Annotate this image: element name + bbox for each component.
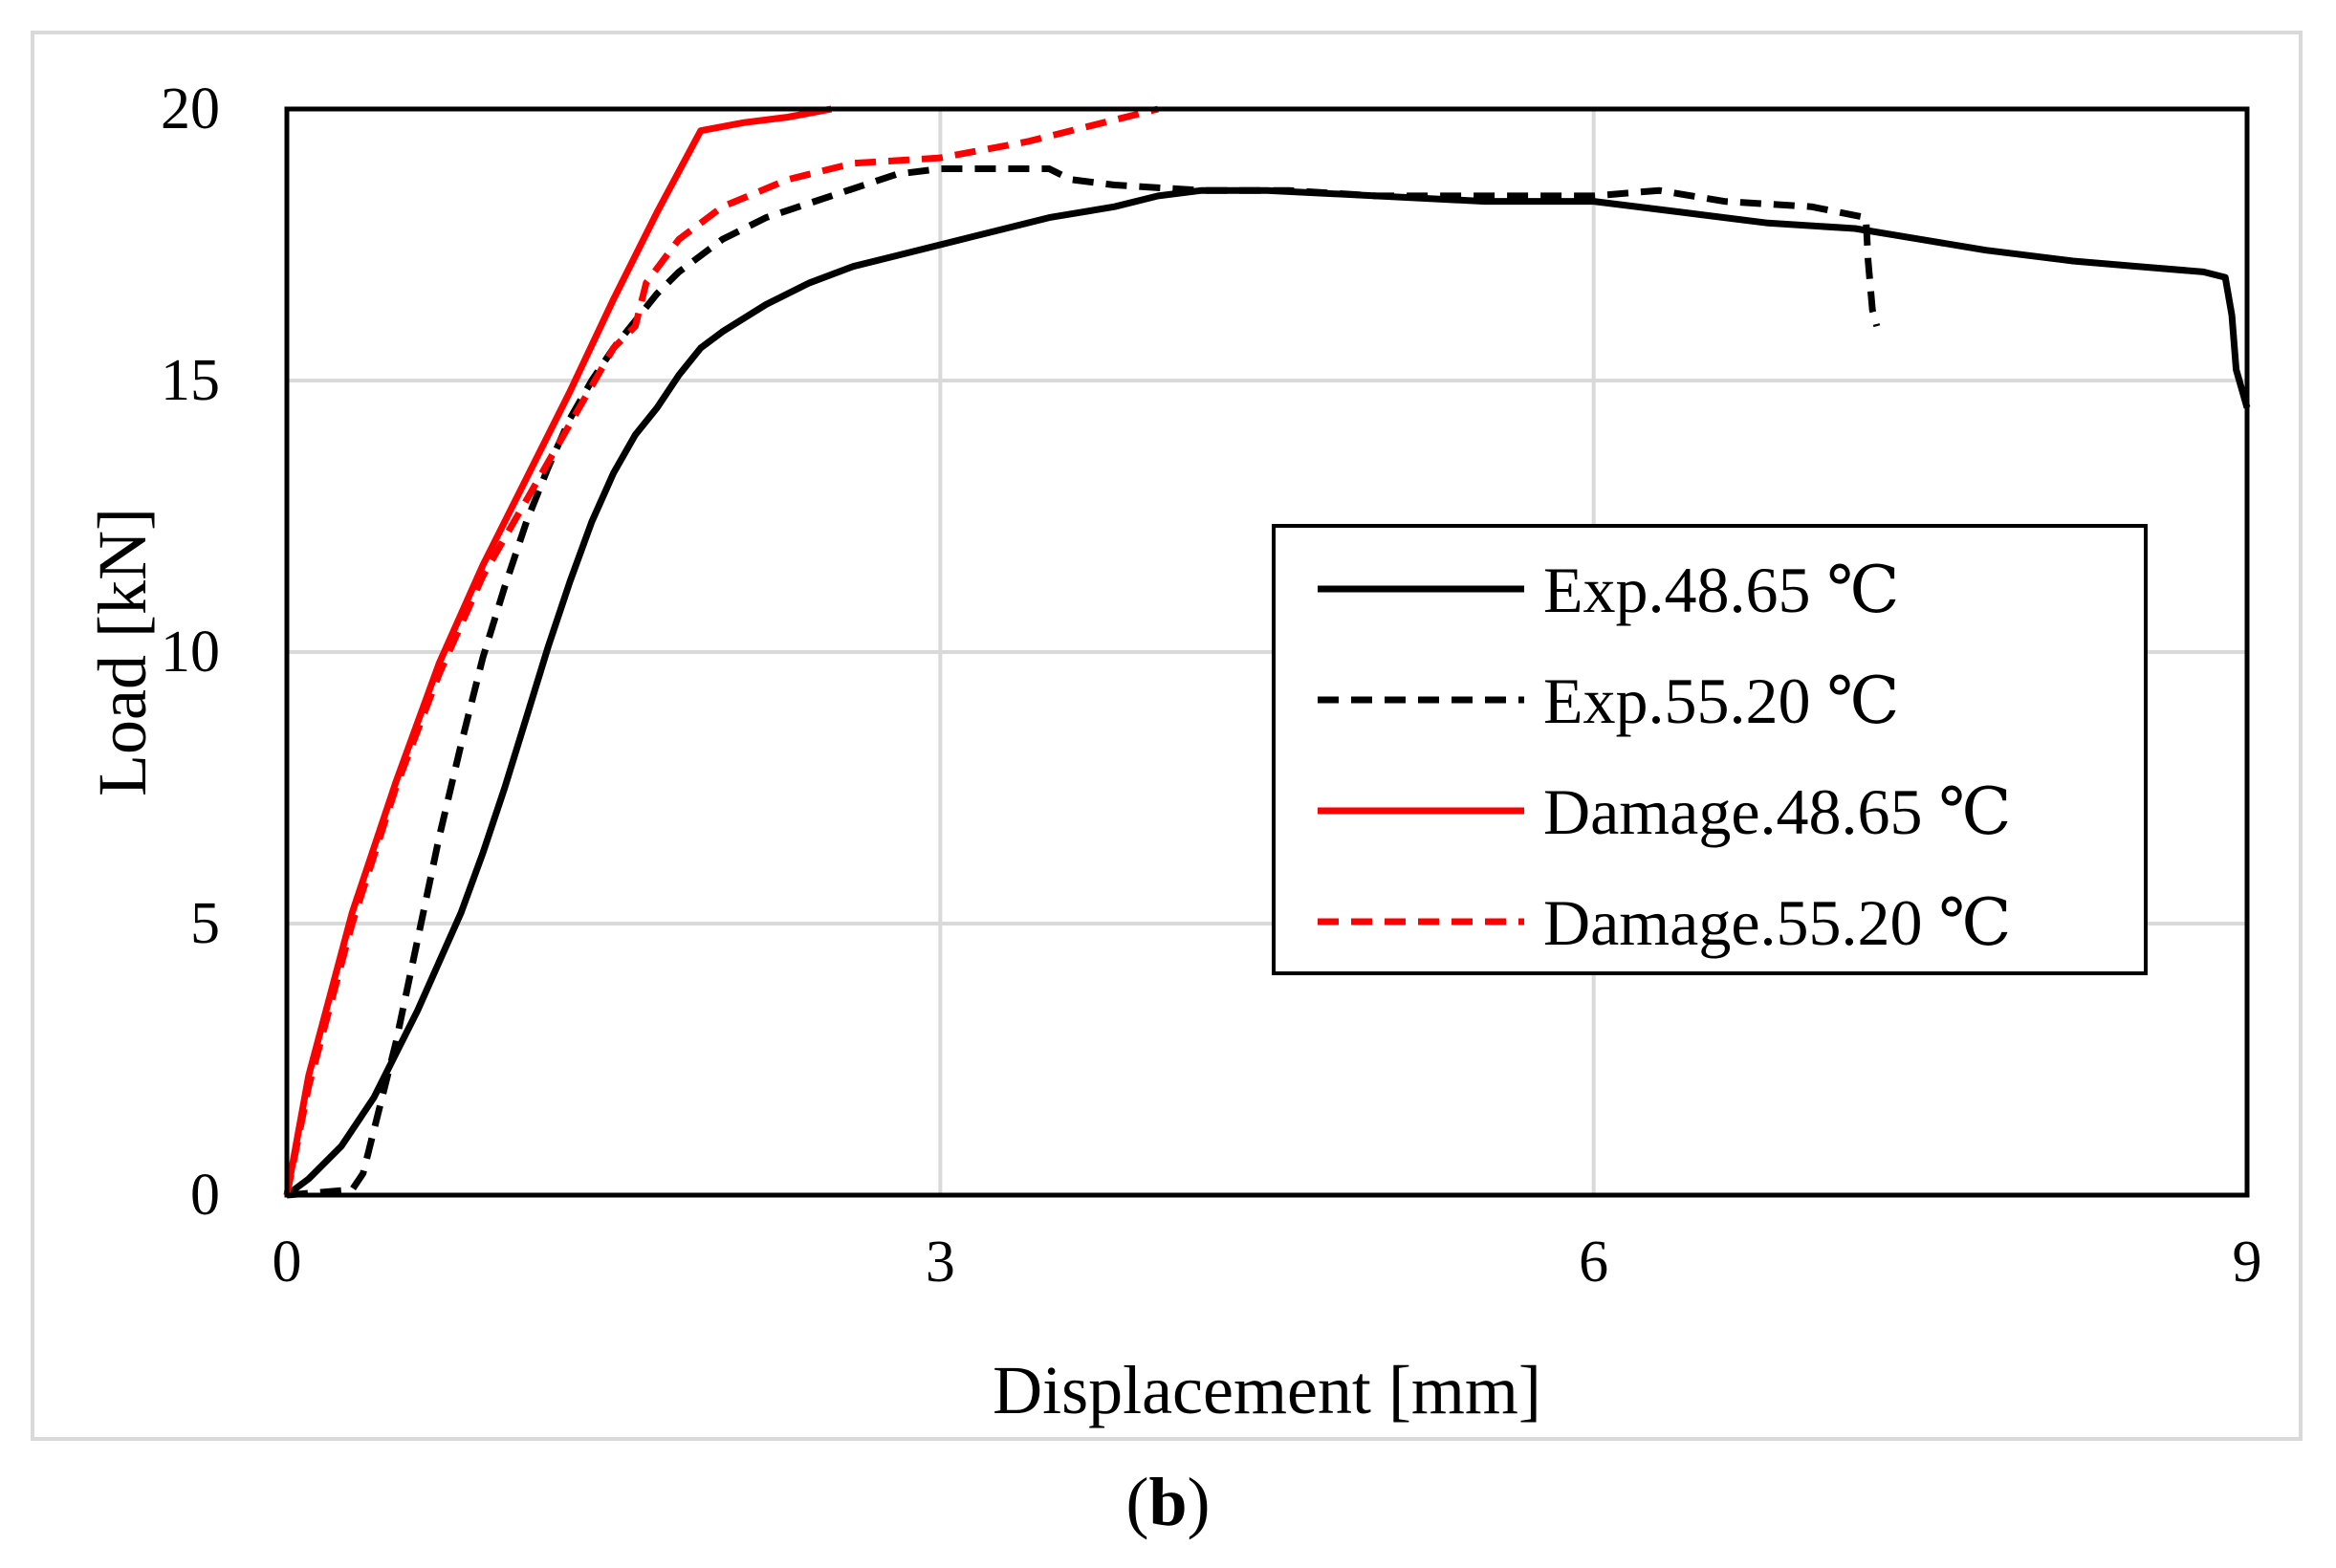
y-tick-label-2: 10 <box>161 620 220 685</box>
tick-labels: 0 3 6 9 0 5 10 15 20 <box>161 76 2262 1295</box>
series-line-1 <box>286 165 1881 1199</box>
series-line-3 <box>283 105 1159 1196</box>
series-lines <box>283 105 2251 1199</box>
series-line-0 <box>284 186 2251 1198</box>
y-tick-label-0: 0 <box>190 1163 220 1228</box>
y-tick-label-1: 5 <box>190 891 220 956</box>
caption-letter: b <box>1148 1464 1188 1540</box>
y-axis-title: Load [kN] <box>84 508 161 796</box>
plot-area-border <box>284 106 2250 1198</box>
x-tick-label-2: 6 <box>1579 1230 1608 1295</box>
caption-close: ) <box>1187 1464 1211 1540</box>
x-tick-label-1: 3 <box>926 1230 955 1295</box>
legend-label-2: Damage.48.65 ℃ <box>1543 775 2012 848</box>
legend-box <box>1272 524 2148 975</box>
legend-label-3: Damage.55.20 ℃ <box>1543 886 2012 959</box>
x-axis-title: Displacement [mm] <box>993 1352 1541 1428</box>
legend-label-0: Exp.48.65 ℃ <box>1543 554 1900 626</box>
legend: Exp.48.65 ℃ Exp.55.20 ℃ Damage.48.65 ℃ Dama… <box>1272 524 2148 975</box>
x-tick-label-0: 0 <box>273 1230 302 1295</box>
legend-label-1: Exp.55.20 ℃ <box>1543 664 1900 737</box>
x-tick-label-3: 9 <box>2233 1230 2262 1295</box>
y-tick-label-4: 20 <box>161 76 220 142</box>
chart-frame <box>31 31 2303 1441</box>
figure-caption: (b) <box>0 1463 2336 1542</box>
caption-open: ( <box>1125 1464 1149 1540</box>
y-tick-label-3: 15 <box>161 348 220 413</box>
